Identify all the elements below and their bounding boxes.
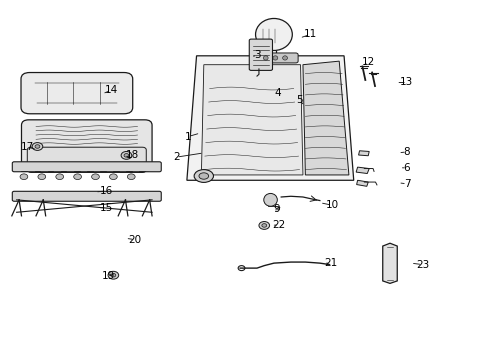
Text: 9: 9 — [272, 204, 279, 214]
Text: 13: 13 — [399, 77, 413, 87]
Text: 10: 10 — [325, 200, 338, 210]
Text: 17: 17 — [21, 142, 34, 152]
Ellipse shape — [109, 174, 117, 180]
FancyBboxPatch shape — [27, 147, 146, 172]
Polygon shape — [358, 151, 368, 156]
Ellipse shape — [272, 56, 277, 60]
FancyBboxPatch shape — [12, 191, 161, 201]
Text: 20: 20 — [128, 235, 141, 245]
Ellipse shape — [74, 174, 81, 180]
Ellipse shape — [38, 174, 45, 180]
Text: 7: 7 — [403, 179, 409, 189]
Text: 5: 5 — [296, 95, 302, 105]
Text: 12: 12 — [361, 57, 374, 67]
FancyBboxPatch shape — [254, 53, 298, 63]
Ellipse shape — [263, 193, 277, 206]
Polygon shape — [382, 243, 396, 283]
Text: 19: 19 — [101, 271, 114, 281]
Ellipse shape — [108, 271, 119, 279]
Text: 6: 6 — [403, 163, 409, 173]
Text: 14: 14 — [104, 85, 117, 95]
Ellipse shape — [91, 174, 99, 180]
FancyBboxPatch shape — [21, 120, 152, 171]
Text: 15: 15 — [99, 203, 112, 213]
FancyBboxPatch shape — [12, 162, 161, 172]
Ellipse shape — [124, 154, 129, 157]
Ellipse shape — [35, 145, 40, 148]
Ellipse shape — [194, 170, 213, 182]
Text: 16: 16 — [99, 186, 112, 196]
Ellipse shape — [198, 173, 208, 179]
Ellipse shape — [56, 174, 63, 180]
Ellipse shape — [282, 56, 287, 60]
Ellipse shape — [20, 174, 28, 180]
Ellipse shape — [258, 222, 269, 229]
Ellipse shape — [261, 224, 266, 227]
Text: 21: 21 — [323, 258, 336, 268]
Text: 18: 18 — [125, 150, 138, 160]
Text: 11: 11 — [303, 30, 316, 40]
Ellipse shape — [111, 273, 116, 277]
FancyBboxPatch shape — [21, 72, 133, 114]
FancyBboxPatch shape — [249, 39, 272, 70]
Text: 22: 22 — [272, 220, 285, 230]
Ellipse shape — [263, 56, 268, 60]
Text: 4: 4 — [274, 88, 281, 98]
Polygon shape — [355, 167, 368, 174]
Text: 2: 2 — [173, 152, 179, 162]
Text: 1: 1 — [184, 131, 191, 141]
Text: 3: 3 — [253, 50, 260, 60]
Polygon shape — [186, 56, 353, 180]
Polygon shape — [302, 61, 348, 175]
Ellipse shape — [32, 142, 43, 150]
Polygon shape — [201, 65, 302, 175]
Ellipse shape — [127, 174, 135, 180]
Polygon shape — [356, 180, 367, 186]
Text: 8: 8 — [403, 147, 409, 157]
Text: 23: 23 — [415, 260, 428, 270]
Ellipse shape — [121, 151, 132, 159]
Ellipse shape — [255, 19, 292, 50]
